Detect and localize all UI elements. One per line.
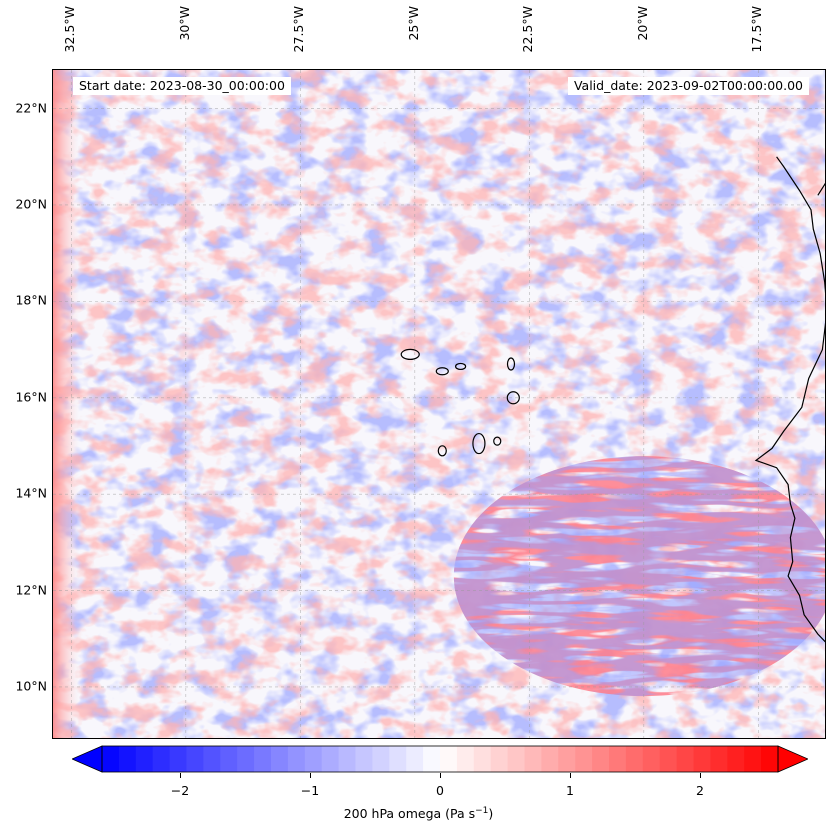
colorbar-segment xyxy=(575,746,593,772)
longitude-tick-label: 32.5°W xyxy=(62,6,78,53)
colorbar-segment xyxy=(524,746,542,772)
colorbar-segment xyxy=(271,746,289,772)
wave-train-region xyxy=(453,456,825,697)
island xyxy=(435,367,449,376)
colorbar-segment xyxy=(693,746,711,772)
colorbar-segment xyxy=(423,746,441,772)
longitude-tick-label: 22.5°W xyxy=(520,6,536,53)
colorbar-segment xyxy=(338,746,357,772)
island xyxy=(400,348,420,360)
colorbar-segment xyxy=(355,746,373,772)
colorbar-tick-label: −1 xyxy=(300,783,320,798)
colorbar-segment xyxy=(659,746,678,772)
colorbar-segment xyxy=(609,746,627,772)
africa-coast-north xyxy=(817,182,825,196)
colorbar-segment xyxy=(254,746,272,772)
colorbar-tick-mark xyxy=(570,773,571,778)
colorbar-segment xyxy=(592,746,610,772)
latitude-tick-label: 18°N xyxy=(15,292,47,308)
island xyxy=(472,432,486,455)
gridlines xyxy=(53,70,825,738)
island xyxy=(506,391,520,405)
colorbar-segment xyxy=(473,746,492,772)
longitude-tick-label: 17.5°W xyxy=(749,6,765,53)
colorbar-segment xyxy=(186,746,204,772)
colorbar-segment xyxy=(490,746,509,772)
colorbar-min-extend xyxy=(72,745,103,773)
colorbar-segment xyxy=(304,746,323,772)
colorbar-segment xyxy=(152,746,171,772)
island xyxy=(437,445,447,457)
colorbar-tick-mark xyxy=(180,773,181,778)
latitude-tick-label: 22°N xyxy=(15,100,47,116)
colorbar xyxy=(72,745,808,773)
colorbar-segment xyxy=(676,746,695,772)
latitude-tick-label: 20°N xyxy=(15,196,47,212)
map-panel xyxy=(52,69,826,739)
colorbar-segment xyxy=(237,746,255,772)
island xyxy=(506,357,516,371)
colorbar-segment xyxy=(507,746,526,772)
latitude-tick-label: 12°N xyxy=(15,582,47,598)
colorbar-frame xyxy=(101,745,779,773)
latitude-tick-label: 10°N xyxy=(15,678,47,694)
island xyxy=(455,362,467,371)
colorbar-segment xyxy=(727,746,745,772)
colorbar-segment xyxy=(642,746,661,772)
colorbar-tick-label: −2 xyxy=(170,783,190,798)
west-boundary-band xyxy=(53,70,79,738)
colorbar-segment xyxy=(456,746,475,772)
colorbar-segment xyxy=(102,746,120,772)
coastline xyxy=(400,156,825,643)
colorbar-segment xyxy=(541,746,559,772)
colorbar-segment xyxy=(287,746,306,772)
colorbar-max-extend xyxy=(777,745,808,773)
colorbar-segment xyxy=(321,746,340,772)
colorbar-segment xyxy=(625,746,644,772)
colorbar-segment xyxy=(761,746,779,772)
colorbar-segment xyxy=(135,746,154,772)
colorbar-segment xyxy=(710,746,728,772)
longitude-tick-label: 20°W xyxy=(634,6,650,41)
island xyxy=(493,436,502,446)
colorbar-tick-label: 2 xyxy=(696,783,704,798)
colorbar-segment xyxy=(372,746,390,772)
longitude-tick-label: 30°W xyxy=(176,6,192,41)
colorbar-segment xyxy=(744,746,762,772)
colorbar-segment xyxy=(440,746,458,772)
omega-field-map xyxy=(53,70,825,738)
colorbar-tick-label: 1 xyxy=(566,783,574,798)
latitude-tick-label: 14°N xyxy=(15,485,47,501)
start-date-label: Start date: 2023-08-30_00:00:00 xyxy=(73,77,291,95)
valid-date-label: Valid_date: 2023-09-02T00:00:00.00 xyxy=(567,77,809,95)
colorbar-label: 200 hPa omega (Pa s−1) xyxy=(343,806,494,822)
longitude-tick-label: 27.5°W xyxy=(291,6,307,53)
colorbar-tick-mark xyxy=(700,773,701,778)
colorbar-segment xyxy=(406,746,424,772)
colorbar-segment xyxy=(169,746,188,772)
colorbar-segment xyxy=(389,746,407,772)
colorbar-segment xyxy=(220,746,238,772)
colorbar-tick-label: 0 xyxy=(436,783,444,798)
latitude-tick-label: 16°N xyxy=(15,389,47,405)
colorbar-segment xyxy=(558,746,576,772)
colorbar-tick-mark xyxy=(310,773,311,778)
colorbar-segment xyxy=(118,746,137,772)
colorbar-tick-mark xyxy=(440,773,441,778)
longitude-tick-label: 25°W xyxy=(405,6,421,41)
colorbar-segment xyxy=(203,746,221,772)
africa-coast xyxy=(754,156,825,643)
